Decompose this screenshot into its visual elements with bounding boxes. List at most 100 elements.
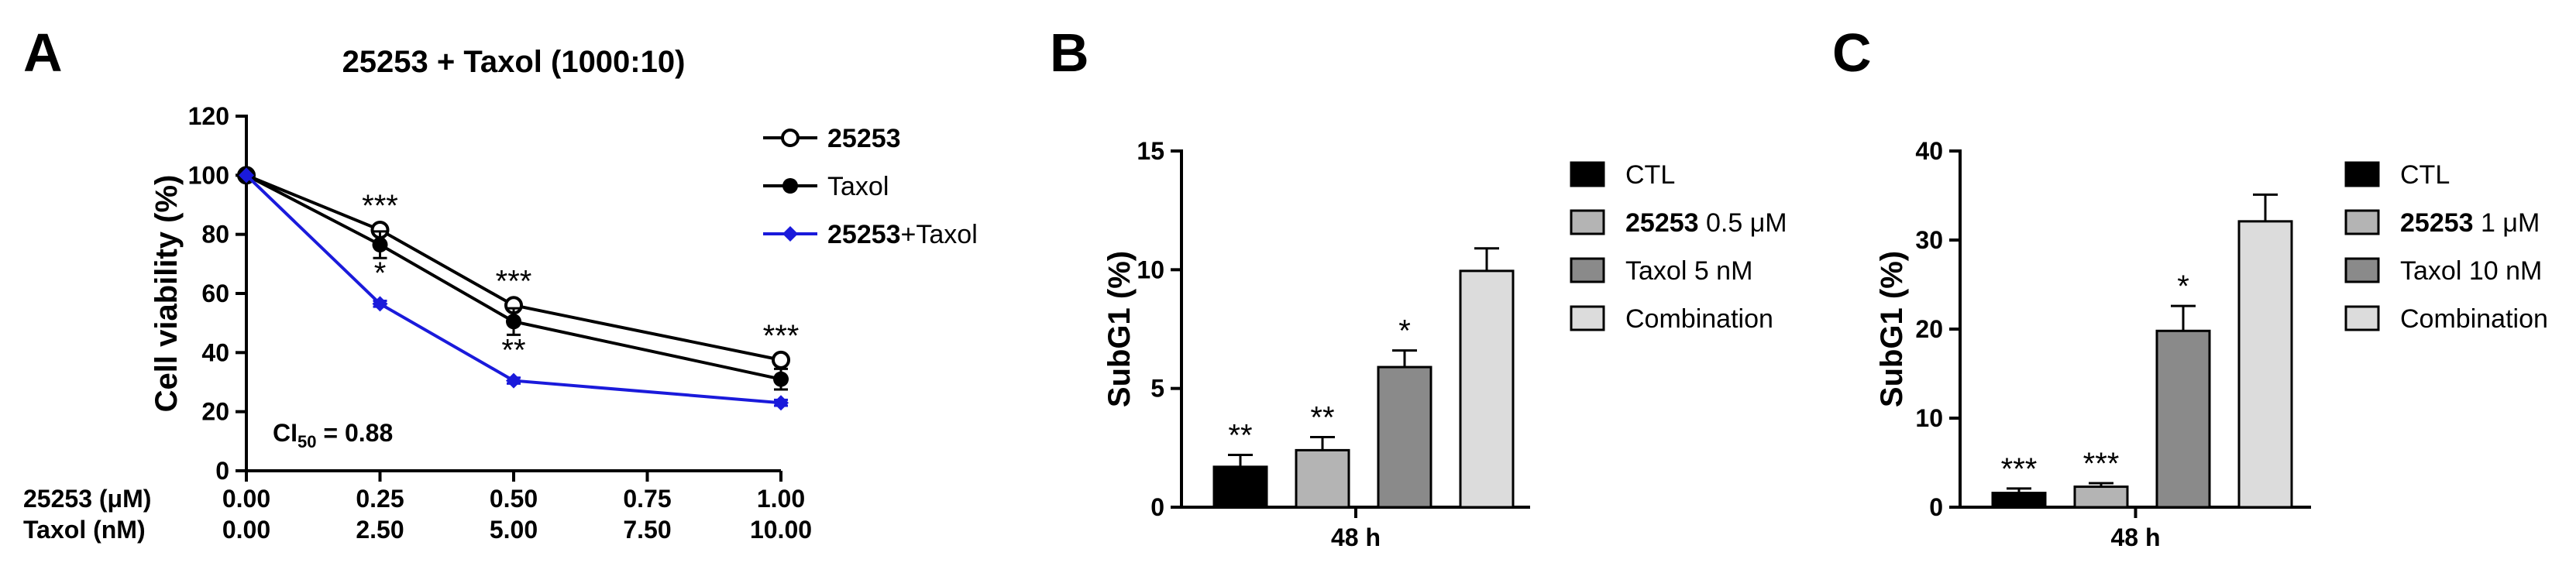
significance-label: * [374,256,387,290]
y-axis-label: Cell viability (%) [150,175,184,413]
legend-entry-bold: 25253 [827,220,901,249]
legend-entry-2: Taxol 5 nM [1625,256,1752,286]
y-tick-label: 15 [1137,137,1164,165]
y-tick-label: 20 [201,398,229,426]
significance-label: *** [2001,452,2038,486]
legend-entry-text: +Taxol [901,220,978,249]
bar [1212,465,1268,509]
significance-label: ** [1310,401,1334,435]
significance-label: *** [496,264,532,298]
x-axis-label: 48 h [2110,523,2160,551]
bar [1459,269,1515,509]
data-point [372,296,388,312]
data-point [772,350,790,369]
x-tick-label: 0.50 [490,485,538,513]
x-tick-label: 5.00 [490,516,538,544]
y-axis-label: SubG1 (%) [1875,251,1909,407]
legend-entry-text: CTL [1625,160,1675,190]
panel-letter-a: A [23,22,63,83]
panel-letter: C [1832,22,1872,83]
y-tick-label: 10 [1915,404,1943,432]
legend-entry-3: Combination [2400,304,2548,334]
legend-entry-1: 25253 1 μM [2400,208,2540,238]
x-axis-row-label: Taxol (nM) [23,516,146,544]
legend-entry-text: Taxol [827,172,889,201]
y-tick-label: 30 [1915,226,1943,254]
legend-entry-bold: 25253 [827,124,901,153]
legend-entry-text: 1 μM [2474,208,2540,238]
ci50-prefix: CI [273,419,297,447]
legend-marker [781,129,800,147]
y-tick-label: 40 [1915,137,1943,165]
legend-entry-text: Taxol 10 nM [2400,256,2542,286]
data-point [372,237,388,253]
legend-entry-text: Combination [1625,304,1773,334]
legend-swatch [2344,305,2380,331]
legend-swatch [2344,257,2380,283]
x-tick-label: 1.00 [757,485,805,513]
legend-entry-2: 25253+Taxol [827,220,978,249]
significance-label: * [2177,269,2189,304]
y-tick-label: 0 [215,457,229,485]
ci50-label: CI50 = 0.88 [273,419,393,451]
legend-entry-bold: 25253 [2400,208,2474,238]
legend-swatch [1570,305,1605,331]
legend-swatch [2344,161,2380,187]
x-tick-label: 0.00 [222,485,270,513]
bar [1295,448,1350,509]
y-tick-label: 0 [1150,493,1164,521]
series-line-0 [246,173,782,362]
legend-swatch [2344,209,2380,235]
legend-entry-3: Combination [1625,304,1773,334]
legend-entry-bold: 25253 [1625,208,1699,238]
y-tick-label: 60 [201,280,229,307]
significance-label: *** [362,189,398,223]
y-tick-label: 120 [188,102,229,130]
y-tick-label: 20 [1915,315,1943,343]
significance-label: * [1398,314,1411,348]
significance-label: *** [2083,447,2120,481]
legend-entry-0: CTL [1625,160,1675,190]
significance-label: *** [763,319,800,353]
significance-label: ** [501,333,525,367]
bar [1377,365,1432,509]
legend-swatch [1570,161,1605,187]
legend-swatch [1570,257,1605,283]
legend-entry-1: 25253 0.5 μM [1625,208,1787,238]
data-point [506,314,521,330]
series-line-2 [245,173,782,405]
x-tick-label: 0.75 [623,485,671,513]
x-axis-row-label: 25253 (μM) [23,485,151,513]
legend-entry-text: 0.5 μM [1699,208,1787,238]
y-axis-label: SubG1 (%) [1102,251,1137,407]
legend-swatch [1570,209,1605,235]
y-tick-label: 0 [1929,493,1943,521]
y-tick-label: 10 [1137,256,1164,283]
y-tick-label: 5 [1150,375,1164,403]
legend-entry-0: 25253 [827,124,901,153]
legend-entry-0: CTL [2400,160,2450,190]
legend-entry-2: Taxol 10 nM [2400,256,2542,286]
y-tick-label: 100 [188,161,229,189]
data-point [773,371,789,387]
x-tick-label: 2.50 [356,516,404,544]
bar [2237,220,2293,509]
legend-entry-text: CTL [2400,160,2450,190]
x-axis-label: 48 h [1331,523,1381,551]
series-line-1 [246,173,782,381]
data-point [506,372,521,389]
legend-marker [782,178,798,194]
y-tick-label: 40 [201,338,229,366]
ci50-subscript: 50 [297,432,316,451]
data-point [239,167,254,184]
bar [1991,492,2047,509]
legend-entry-text: Taxol 5 nM [1625,256,1752,286]
x-tick-label: 0.25 [356,485,404,513]
bar [2073,486,2129,509]
panel-letter: B [1050,22,1089,83]
x-tick-label: 0.00 [222,516,270,544]
significance-label: ** [1228,419,1252,453]
y-tick-label: 80 [201,221,229,249]
legend-marker [782,226,798,242]
